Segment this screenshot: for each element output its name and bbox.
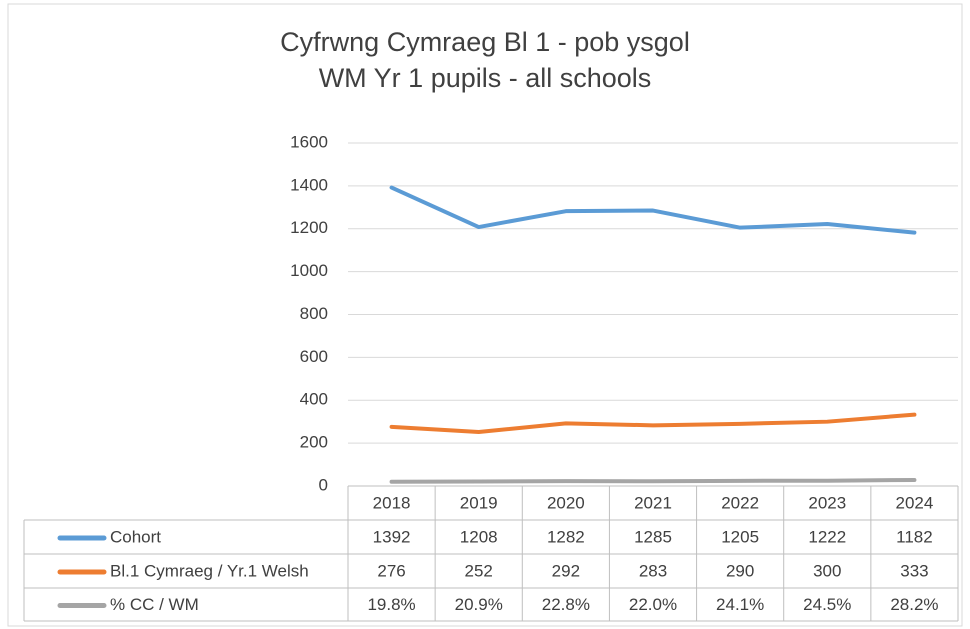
legend-label: Bl.1 Cymraeg / Yr.1 Welsh	[110, 561, 309, 580]
table-cell: 1208	[460, 527, 498, 546]
series-line	[389, 477, 917, 484]
x-tick-label: 2023	[808, 493, 846, 512]
table-cell: 22.8%	[542, 595, 590, 614]
y-tick-label: 1600	[290, 132, 328, 151]
x-tick-label: 2019	[460, 493, 498, 512]
table-cell: 276	[377, 561, 405, 580]
x-tick-label: 2022	[721, 493, 759, 512]
table-cell: 1182	[896, 527, 933, 546]
table-cell: 283	[639, 561, 667, 580]
x-tick-label: 2024	[896, 493, 934, 512]
table-cell: 300	[813, 561, 841, 580]
table-cell: 1392	[373, 527, 411, 546]
x-tick-label: 2020	[547, 493, 585, 512]
table-cell: 290	[726, 561, 754, 580]
series-line	[389, 185, 917, 235]
table-cell: 20.9%	[455, 595, 503, 614]
legend-label: Cohort	[110, 527, 161, 546]
table-cell: 252	[465, 561, 493, 580]
y-tick-label: 600	[300, 347, 328, 366]
table-cell: 1285	[634, 527, 672, 546]
table-cell: 24.1%	[716, 595, 764, 614]
y-tick-label: 1200	[290, 218, 328, 237]
chart-title: Cyfrwng Cymraeg Bl 1 - pob ysgol	[280, 27, 690, 57]
table-cell: 292	[552, 561, 580, 580]
x-tick-label: 2018	[373, 493, 411, 512]
table-cell: 1222	[808, 527, 846, 546]
y-tick-label: 200	[300, 433, 328, 452]
chart-title: WM Yr 1 pupils - all schools	[319, 63, 652, 93]
y-tick-label: 800	[300, 304, 328, 323]
y-tick-label: 400	[300, 390, 328, 409]
x-tick-label: 2021	[634, 493, 672, 512]
series-line	[389, 412, 917, 434]
table-cell: 1282	[547, 527, 585, 546]
y-tick-label: 0	[319, 475, 328, 494]
legend-label: % CC / WM	[110, 595, 199, 614]
table-cell: 24.5%	[803, 595, 851, 614]
table-cell: 19.8%	[367, 595, 415, 614]
table-cell: 28.2%	[890, 595, 938, 614]
table-cell: 1205	[721, 527, 759, 546]
table-cell: 22.0%	[629, 595, 677, 614]
y-tick-label: 1000	[290, 261, 328, 280]
table-cell: 333	[900, 561, 928, 580]
y-tick-label: 1400	[290, 175, 328, 194]
